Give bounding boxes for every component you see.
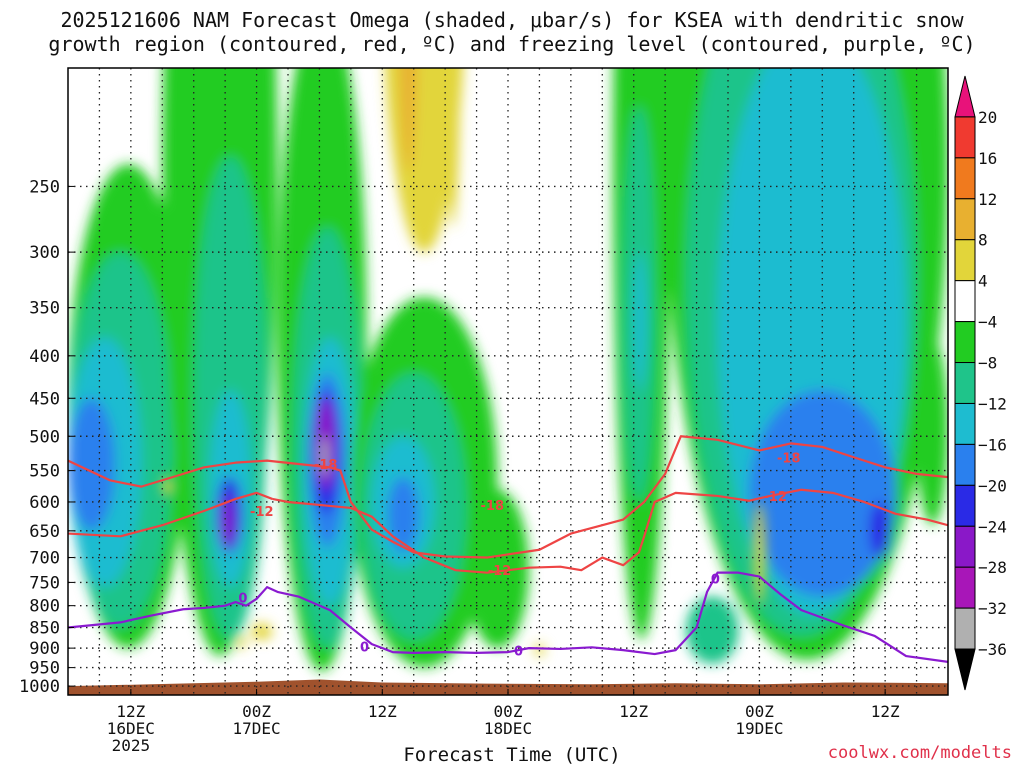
ytick-label-550: 550 [29,462,60,482]
colorbar-box-3 [954,198,976,241]
ytick-label-950: 950 [29,659,60,679]
colorbar-label-5: −4 [978,313,997,332]
colorbar-label-7: −12 [978,394,1007,413]
colorbar-box-5 [954,280,976,323]
colorbar-label-10: −24 [978,517,1007,536]
omega-late-lower-teal [686,596,739,664]
ytick-label-450: 450 [29,389,60,409]
colorbar-box-1 [954,116,976,159]
label-dgz-minus18-a: -18 [314,458,338,473]
omega-edge-green [916,337,948,526]
ytick-label-850: 850 [29,619,60,639]
omega-upper-gold [399,68,417,172]
label-dgz-minus18-c: -18 [777,451,801,466]
label-freezing-d: 0 [711,573,720,588]
label-dgz-minus12-b: -12 [488,564,512,579]
contour-dgz-minus18-west [68,435,948,559]
omega-12z18-cyan [633,252,647,391]
colorbar-box-7 [954,362,976,404]
xtick-label-6-1: 12Z [116,702,145,721]
label-freezing-b: 0 [360,641,369,656]
omega-spot-yellow-2 [235,635,247,649]
ytick-label-800: 800 [29,597,60,617]
colorbar-label-6: −8 [978,354,997,373]
title-line-2: growth region (contoured, red, ºC) and f… [48,32,976,56]
xtick-label-18-1: 00Z [242,702,271,721]
chart-title: 2025121606 NAM Forecast Omega (shaded, μ… [0,8,1024,56]
omega-00z17-purple [223,495,234,548]
title-line-1: 2025121606 NAM Forecast Omega (shaded, μ… [60,8,964,32]
ytick-label-350: 350 [29,299,60,319]
colorbar-label-3: 8 [978,231,988,250]
colorbar-box-4 [954,239,976,282]
label-freezing-a: 0 [238,591,247,606]
ytick-label-300: 300 [29,243,60,263]
omega-spot-yellow-1 [251,623,273,641]
omega-post-blue [387,477,419,553]
xtick-label-30-1: 12Z [368,702,397,721]
colorbar-box-6 [954,321,976,364]
colorbar-box-13 [954,607,976,650]
colorbar-box-12 [954,566,976,609]
xtick-label-42-1: 00Z [494,702,523,721]
label-dgz-minus18-b: -18 [481,499,505,514]
omega-spot-yellow-3 [162,477,173,496]
colorbar-box-9 [954,443,976,486]
x-axis-label: Forecast Time (UTC) [403,744,621,766]
colorbar-box-2 [954,157,976,200]
colorbar-top-arrow [954,75,976,118]
omega-late-navy [869,501,891,558]
ytick-label-250: 250 [29,177,60,197]
omega-18dec-green [466,489,529,649]
xtick-label-18-2: 17DEC [232,719,280,738]
ytick-label-400: 400 [29,347,60,367]
contour-dgz-minus12-west [68,491,273,538]
omega-upper-yellow-2 [445,68,461,228]
xtick-label-6-3: 2025 [112,736,151,755]
colorbar-label-1: 16 [978,149,997,168]
colorbar-label-11: −28 [978,558,1007,577]
xtick-label-54-1: 12Z [619,702,648,721]
colorbar-box-11 [954,525,976,568]
colorbar-label-12: −32 [978,599,1007,618]
colorbar-box-8 [954,402,976,445]
xtick-label-66-1: 00Z [745,702,774,721]
xtick-label-78-1: 12Z [871,702,900,721]
ytick-label-900: 900 [29,639,60,659]
colorbar-label-2: 12 [978,190,997,209]
omega-early-blue [68,398,116,531]
contour-dgz-minus12-main [272,488,948,574]
colorbar-label-8: −16 [978,435,1007,454]
label-freezing-c: 0 [514,645,523,660]
ytick-label-750: 750 [29,573,60,593]
label-dgz-minus12-c: -12 [763,490,787,505]
xtick-label-66-2: 19DEC [735,719,783,738]
credit-link[interactable]: coolwx.com/modelts [827,743,1012,763]
colorbar-label-0: 20 [978,108,997,127]
colorbar-label-13: −36 [978,640,1007,659]
label-dgz-minus12-a: -12 [250,505,274,520]
ytick-label-500: 500 [29,427,60,447]
xtick-label-42-2: 18DEC [484,719,532,738]
ytick-label-650: 650 [29,522,60,542]
colorbar-bottom-arrow [954,648,976,691]
ytick-label-600: 600 [29,493,60,513]
colorbar-box-10 [954,484,976,527]
xtick-label-6-2: 16DEC [107,719,155,738]
colorbar-label-4: 4 [978,272,988,291]
ytick-label-700: 700 [29,549,60,569]
ytick-label-1000: 1000 [19,677,60,697]
colorbar-label-9: −20 [978,476,1007,495]
contour-freezing-level [68,571,948,663]
omega-late-blue [748,390,896,597]
